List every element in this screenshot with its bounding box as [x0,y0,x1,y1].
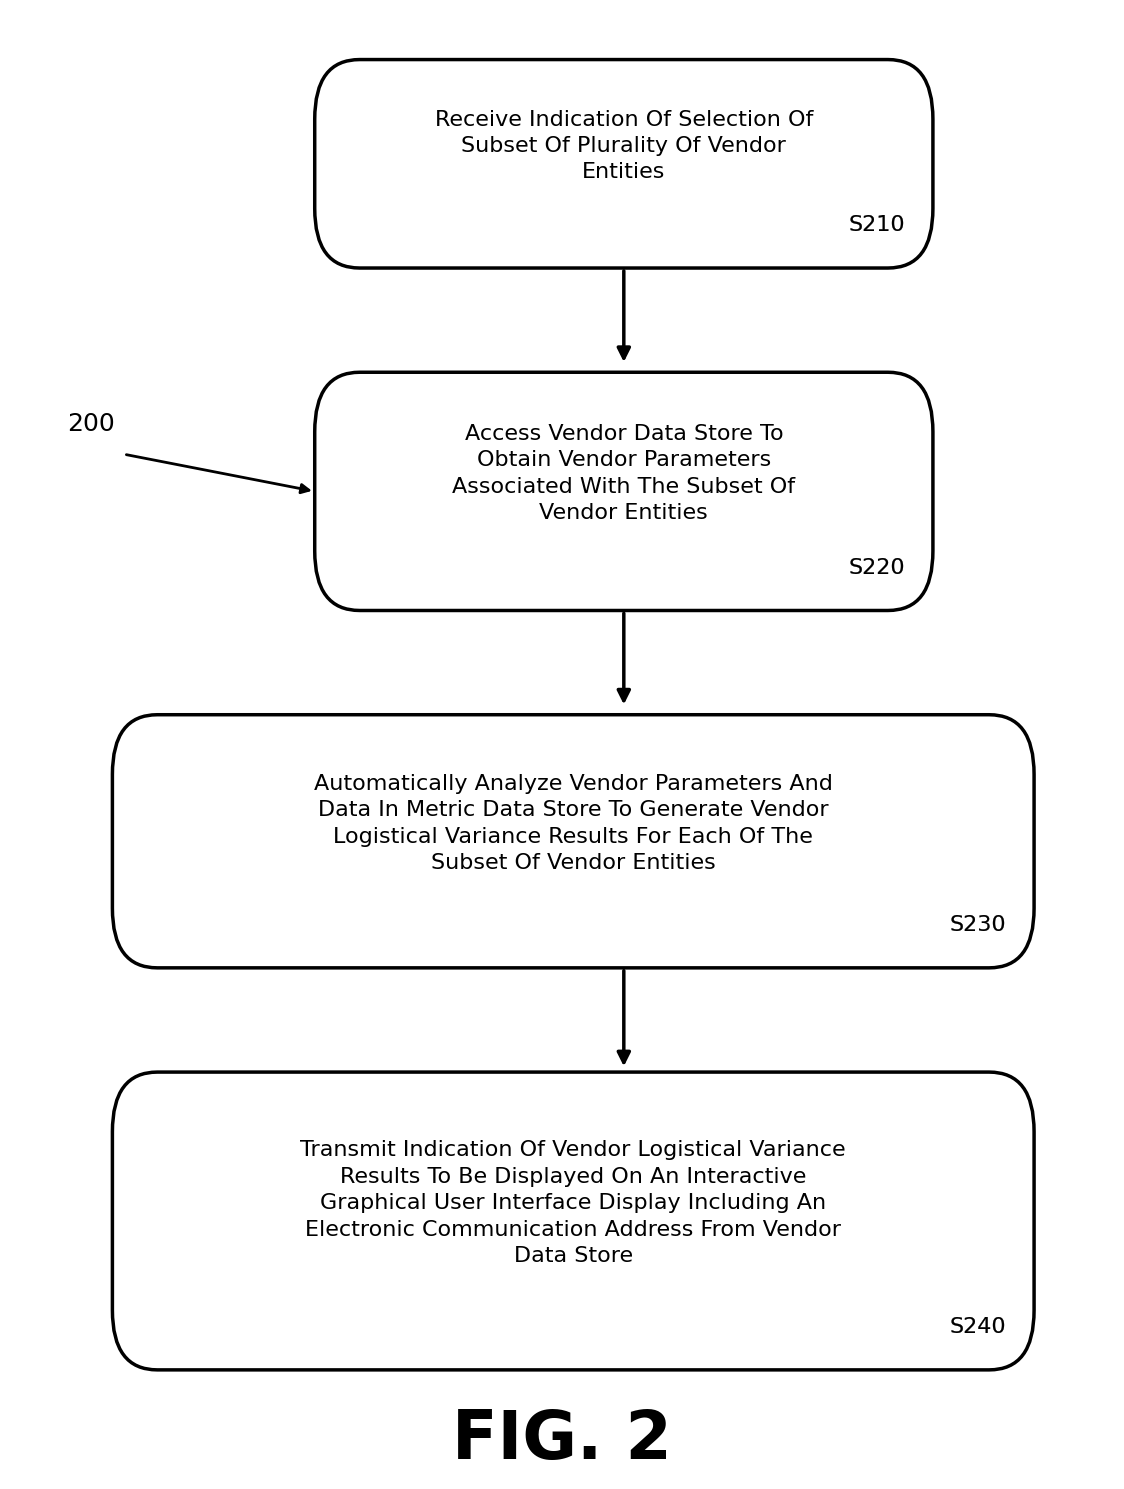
Text: Transmit Indication Of Vendor Logistical Variance
Results To Be Displayed On An : Transmit Indication Of Vendor Logistical… [300,1141,846,1266]
Text: S230: S230 [950,916,1006,935]
Text: S220: S220 [849,558,905,578]
FancyBboxPatch shape [112,1072,1034,1370]
Text: S240: S240 [950,1318,1006,1337]
Text: FIG. 2: FIG. 2 [452,1407,672,1473]
Text: S230: S230 [950,916,1006,935]
FancyBboxPatch shape [112,715,1034,968]
Text: S210: S210 [849,216,905,235]
Text: S210: S210 [849,216,905,235]
Text: 200: 200 [67,412,115,436]
Text: Receive Indication Of Selection Of
Subset Of Plurality Of Vendor
Entities: Receive Indication Of Selection Of Subse… [435,110,813,182]
FancyBboxPatch shape [315,60,933,268]
FancyBboxPatch shape [315,372,933,610]
Text: Automatically Analyze Vendor Parameters And
Data In Metric Data Store To Generat: Automatically Analyze Vendor Parameters … [314,774,833,873]
Text: S220: S220 [849,558,905,578]
Text: S240: S240 [950,1318,1006,1337]
Text: S220: S220 [849,558,905,578]
Text: Access Vendor Data Store To
Obtain Vendor Parameters
Associated With The Subset : Access Vendor Data Store To Obtain Vendo… [452,424,796,523]
Text: S230: S230 [950,916,1006,935]
Text: S210: S210 [849,216,905,235]
Text: S240: S240 [950,1318,1006,1337]
